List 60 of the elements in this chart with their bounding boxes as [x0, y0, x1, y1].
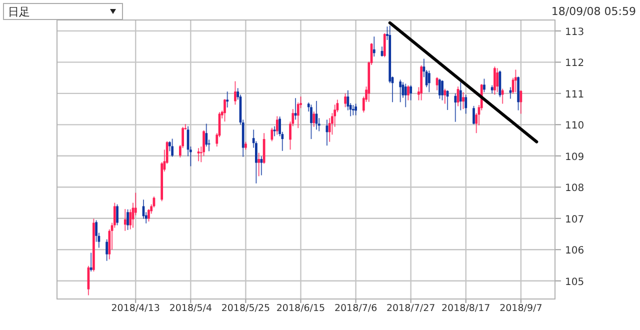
candlestick [404, 83, 407, 108]
candlestick [472, 105, 475, 125]
candlestick [454, 92, 457, 122]
candlestick [126, 208, 129, 230]
candlestick [407, 84, 410, 101]
candlestick [171, 138, 174, 158]
candlestick [260, 156, 263, 176]
candlestick [258, 152, 260, 177]
candlestick [496, 68, 499, 93]
candlestick [483, 78, 486, 93]
y-tick-label: 109 [565, 152, 584, 163]
candlestick [234, 80, 236, 106]
candlestick [501, 88, 504, 104]
candlestick [124, 208, 126, 232]
x-tick-label: 2018/5/4 [169, 303, 212, 314]
x-tick-label: 2018/8/17 [442, 303, 490, 314]
x-tick-label: 2018/9/7 [500, 303, 542, 314]
candlestick [270, 127, 274, 142]
x-tick-label: 2018/7/6 [334, 303, 378, 314]
x-tick-label: 2018/5/25 [221, 303, 270, 314]
candlestick [116, 204, 118, 226]
candlestick [344, 92, 346, 108]
candlestick [90, 252, 92, 272]
y-tick-label: 111 [565, 89, 584, 100]
candlestick [226, 91, 229, 108]
candlestick [441, 80, 444, 101]
y-tick-label: 108 [565, 183, 584, 194]
y-tick-label: 106 [565, 246, 584, 257]
x-tick-label: 2018/4/13 [111, 303, 160, 314]
candlestick [459, 82, 462, 111]
candlestick [399, 79, 402, 103]
candlestick [205, 123, 208, 148]
y-tick-label: 105 [565, 276, 584, 288]
x-tick-label: 2018/7/27 [386, 303, 436, 314]
candlestick [310, 104, 312, 140]
candlestick [148, 208, 150, 222]
candlestick [372, 36, 376, 58]
candlestick [514, 69, 517, 93]
y-tick-label: 113 [565, 26, 584, 38]
y-tick-label: 110 [565, 120, 584, 132]
candlestick [428, 70, 430, 93]
candlestick [106, 238, 108, 262]
y-tick-label: 107 [565, 214, 584, 226]
candlestick [312, 111, 316, 128]
candlestick [352, 104, 354, 116]
x-tick-label: 2018/6/15 [276, 303, 326, 314]
y-tick-label: 112 [565, 58, 584, 70]
candlestick [444, 88, 446, 104]
candlestick [224, 98, 226, 122]
candlestick [438, 78, 441, 100]
candlestick [354, 103, 357, 116]
candlestick [410, 84, 412, 101]
dropdown: 日足 [3, 3, 123, 20]
candlestick [276, 116, 278, 136]
candlestick [383, 32, 386, 58]
text: 18/09/08 05:59 [551, 5, 636, 18]
candlestick [520, 90, 522, 114]
candlestick [494, 66, 496, 96]
candlestick [462, 92, 464, 110]
candlestick [464, 94, 468, 114]
